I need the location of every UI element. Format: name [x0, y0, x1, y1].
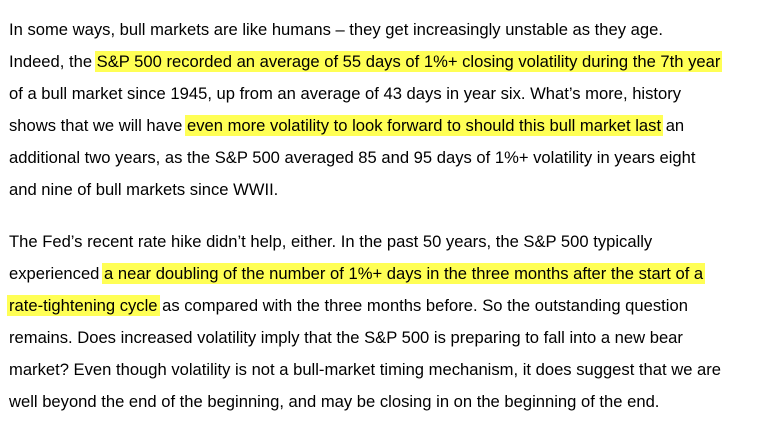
text-line: shows that we will have even more volati… — [9, 115, 684, 137]
body-text: The Fed’s recent rate hike didn’t help, … — [9, 232, 653, 251]
highlighted-text: a near doubling of the number of 1%+ day… — [102, 263, 706, 284]
highlighted-text: S&P 500 recorded an average of 55 days o… — [94, 51, 723, 72]
body-text: an — [661, 116, 685, 135]
body-text: shows that we will have — [9, 116, 188, 135]
text-line: Indeed, the S&P 500 recorded an average … — [9, 51, 723, 73]
text-line: of a bull market since 1945, up from an … — [9, 83, 681, 105]
body-text: well beyond the end of the beginning, an… — [9, 392, 660, 411]
text-line: additional two years, as the S&P 500 ave… — [9, 147, 695, 169]
highlighted-text: rate-tightening cycle — [7, 295, 160, 316]
body-text: In some ways, bull markets are like huma… — [9, 20, 663, 39]
text-line: In some ways, bull markets are like huma… — [9, 19, 663, 41]
text-line: experienced a near doubling of the numbe… — [9, 263, 706, 285]
text-line: The Fed’s recent rate hike didn’t help, … — [9, 231, 652, 253]
text-line: well beyond the end of the beginning, an… — [9, 391, 659, 413]
text-line: rate-tightening cycle as compared with t… — [7, 295, 688, 317]
body-text: additional two years, as the S&P 500 ave… — [9, 148, 696, 167]
body-text: and nine of bull markets since WWII. — [9, 180, 279, 199]
body-text: experienced — [9, 264, 105, 283]
body-text: as compared with the three months before… — [157, 296, 688, 315]
text-line: remains. Does increased volatility imply… — [9, 327, 683, 349]
text-line: and nine of bull markets since WWII. — [9, 179, 278, 201]
body-text: Indeed, the — [9, 52, 97, 71]
body-text: market? Even though volatility is not a … — [9, 360, 722, 379]
body-text: remains. Does increased volatility imply… — [9, 328, 683, 347]
body-text: of a bull market since 1945, up from an … — [9, 84, 682, 103]
highlighted-text: even more volatility to look forward to … — [185, 115, 664, 136]
text-line: market? Even though volatility is not a … — [9, 359, 721, 381]
